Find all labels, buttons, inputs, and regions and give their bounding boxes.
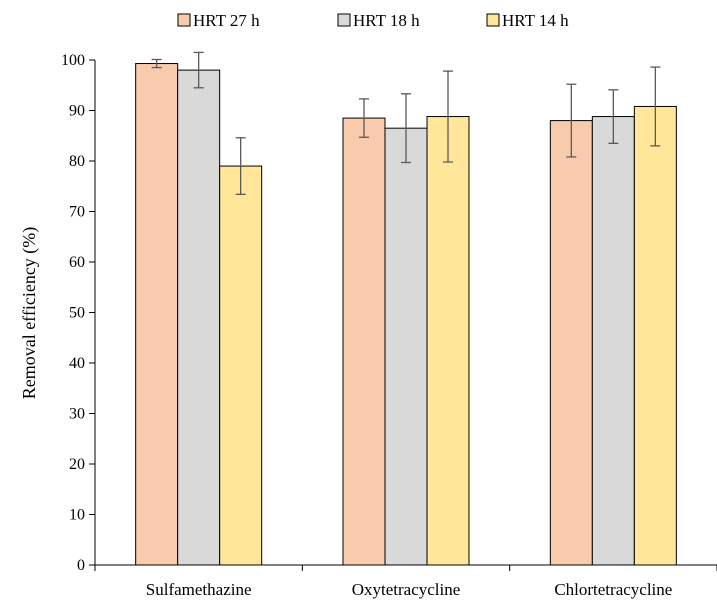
legend-item: HRT 14 h — [486, 11, 569, 30]
legend-label: HRT 18 h — [353, 11, 420, 30]
legend-swatch — [177, 13, 191, 27]
legend-label: HRT 27 h — [193, 11, 260, 30]
error-bars — [151, 51, 661, 195]
error-bar — [359, 98, 369, 138]
bars — [135, 63, 677, 566]
y-axis: 0 10 20 30 40 50 60 70 80 90 100 — [61, 52, 96, 574]
y-tick-label: 60 — [69, 254, 85, 271]
x-axis: Sulfamethazine Oxytetracycline Chlortetrac… — [94, 564, 717, 599]
bar-hrt-18-h-sulfamethazine — [177, 69, 221, 566]
bar-hrt-27-h-chlortetracycline — [549, 120, 593, 566]
bar-hrt-18-h-chlortetracycline — [591, 116, 635, 566]
y-tick-label: 30 — [69, 406, 85, 423]
error-bar — [151, 58, 162, 69]
y-tick-label: 10 — [69, 507, 85, 524]
legend-label: HRT 14 h — [502, 11, 569, 30]
error-bar — [401, 93, 411, 164]
y-tick-label: 100 — [61, 52, 85, 69]
y-tick-label: 20 — [69, 456, 85, 473]
y-tick-label: 80 — [69, 153, 85, 170]
y-axis-title: Removal efficiency (%) — [19, 227, 40, 400]
y-tick-label: 40 — [69, 355, 85, 372]
legend-swatch — [337, 13, 351, 27]
error-bar — [608, 89, 619, 144]
x-category-label: Chlortetracycline — [554, 580, 672, 599]
y-tick-label: 70 — [69, 204, 85, 221]
error-bar — [235, 137, 246, 195]
bar-hrt-27-h-oxytetracycline — [342, 117, 386, 566]
x-category-label: Oxytetracycline — [352, 580, 461, 599]
bar-hrt-14-h-sulfamethazine — [219, 165, 263, 566]
x-category-label: Sulfamethazine — [146, 580, 252, 599]
legend-item: HRT 18 h — [337, 11, 420, 30]
bar-hrt-27-h-sulfamethazine — [135, 63, 179, 566]
y-tick-label: 0 — [77, 557, 85, 574]
bar-hrt-14-h-oxytetracycline — [426, 116, 470, 566]
bar-hrt-14-h-chlortetracycline — [633, 105, 677, 566]
error-bar — [193, 51, 204, 89]
legend-item: HRT 27 h — [177, 11, 260, 30]
legend-swatch — [486, 13, 500, 27]
y-tick-label: 50 — [69, 305, 85, 322]
bar-hrt-18-h-oxytetracycline — [384, 127, 428, 566]
error-bar — [566, 83, 577, 158]
error-bar — [443, 70, 453, 163]
error-bar — [650, 66, 661, 147]
y-tick-label: 90 — [69, 103, 85, 120]
legend: HRT 27 h HRT 18 h HRT 14 h — [177, 11, 569, 30]
